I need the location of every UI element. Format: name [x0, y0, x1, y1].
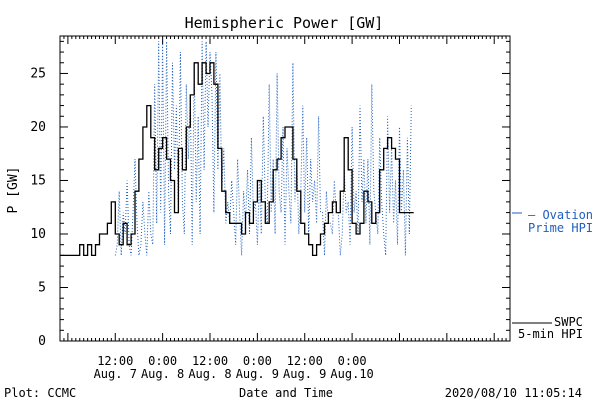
legend-ovation-line1: — Ovation [528, 208, 593, 222]
y-tick-label: 5 [38, 280, 46, 295]
x-tick-label-date: Aug. 9 [236, 367, 279, 381]
legend-ovation-line2: Prime HPI [528, 221, 593, 235]
x-tick-label-time: 0:00 [338, 354, 367, 368]
y-tick-label: 10 [30, 227, 46, 242]
series-layer [60, 41, 414, 257]
x-tick-label-date: Aug. 8 [141, 367, 184, 381]
x-axis-label: Date and Time [239, 386, 333, 400]
y-tick-label: 15 [30, 173, 46, 188]
x-tick-label-time: 12:00 [192, 354, 228, 368]
y-tick-label: 25 [30, 66, 46, 81]
x-tick-label-date: Aug. 9 [283, 367, 326, 381]
x-tick-label-date: Aug. 7 [94, 367, 137, 381]
x-tick-label-time: 0:00 [243, 354, 272, 368]
x-tick-label-date: Aug. 8 [188, 367, 231, 381]
series-swpc-line [60, 62, 414, 257]
y-tick-label: 0 [38, 334, 46, 349]
legend-swpc-line2: 5-min HPI [518, 327, 583, 341]
chart-title: Hemispheric Power [GW] [185, 14, 384, 32]
y-tick-label: 20 [30, 120, 46, 135]
plot-area [60, 41, 414, 257]
footer-plot-source: Plot: CCMC [4, 386, 76, 400]
x-tick-label-date: Aug.10 [330, 367, 373, 381]
legend-swpc-line1: SWPC [554, 315, 583, 329]
x-tick-label-time: 12:00 [287, 354, 323, 368]
legend-swpc: SWPC 5-min HPI [512, 315, 583, 341]
y-axis-label: P [GW] [6, 167, 21, 214]
x-tick-label-time: 12:00 [97, 354, 133, 368]
footer-timestamp: 2020/08/10 11:05:14 [445, 386, 582, 400]
series-ovation-prime-line [114, 41, 412, 256]
x-tick-label-time: 0:00 [148, 354, 177, 368]
legend-ovation-prime: — Ovation Prime HPI [512, 208, 593, 235]
